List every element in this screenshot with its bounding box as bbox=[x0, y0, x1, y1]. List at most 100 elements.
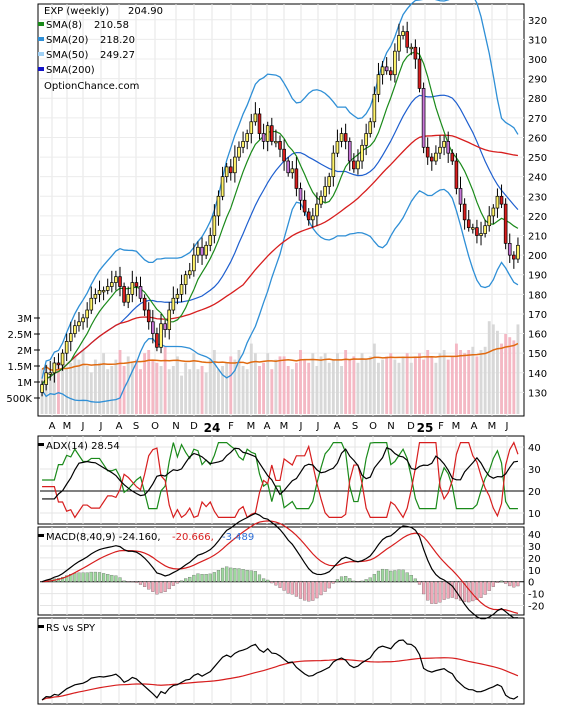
macd-histogram-bar bbox=[262, 579, 265, 582]
macd-tick-label: 40 bbox=[528, 530, 541, 541]
legend-swatch-sma8 bbox=[38, 22, 44, 26]
macd-histogram-bar bbox=[471, 582, 474, 601]
volume-bar bbox=[114, 360, 117, 414]
candle-body bbox=[270, 126, 273, 142]
candle-body bbox=[201, 247, 204, 255]
macd-histogram-bar bbox=[225, 567, 228, 582]
candle-body bbox=[492, 208, 495, 216]
x-tick-label: M bbox=[452, 421, 461, 432]
macd-histogram-bar bbox=[418, 582, 421, 585]
legend-swatch-sma200 bbox=[38, 67, 44, 71]
x-tick-label: S bbox=[352, 421, 358, 432]
legend-label-sma50: SMA(50) bbox=[46, 50, 88, 61]
volume-bar bbox=[188, 369, 191, 414]
volume-bar bbox=[311, 353, 314, 414]
candle-body bbox=[287, 161, 290, 173]
macd-tick-label: 30 bbox=[528, 542, 541, 553]
macd-histogram-bar bbox=[426, 582, 429, 601]
volume-bar bbox=[69, 363, 72, 414]
candle-body bbox=[221, 177, 224, 197]
volume-bar bbox=[98, 363, 101, 414]
price-tick-label: 210 bbox=[528, 232, 547, 243]
price-tick-label: 320 bbox=[528, 16, 547, 27]
candle-body bbox=[467, 220, 470, 228]
macd-histogram-bar bbox=[151, 582, 154, 592]
volume-bar bbox=[307, 363, 310, 414]
candle-body bbox=[78, 322, 81, 326]
candle-body bbox=[475, 228, 478, 236]
macd-histogram-bar bbox=[500, 581, 503, 582]
x-tick-label: A bbox=[116, 421, 123, 432]
candle-body bbox=[192, 255, 195, 271]
macd-histogram-bar bbox=[344, 576, 347, 581]
candle-body bbox=[496, 196, 499, 208]
candle-body bbox=[336, 141, 339, 153]
volume-bar bbox=[475, 356, 478, 414]
macd-histogram-bar bbox=[283, 582, 286, 591]
candle-body bbox=[443, 141, 446, 147]
candle-body bbox=[332, 153, 335, 177]
x-tick-label: O bbox=[151, 421, 159, 432]
price-tick-label: 200 bbox=[528, 251, 547, 262]
macd-histogram-bar bbox=[279, 582, 282, 588]
candle-body bbox=[283, 149, 286, 161]
macd-tick-label: 20 bbox=[528, 554, 541, 565]
macd-histogram-bar bbox=[242, 569, 245, 581]
macd-histogram-bar bbox=[188, 577, 191, 582]
volume-bar bbox=[164, 347, 167, 414]
volume-bar bbox=[119, 350, 122, 414]
macd-histogram-bar bbox=[303, 582, 306, 601]
macd-histogram-bar bbox=[98, 572, 101, 581]
legend-label-sma200: SMA(200) bbox=[46, 65, 95, 76]
volume-bar bbox=[94, 360, 97, 414]
volume-bar bbox=[229, 356, 232, 414]
macd-histogram-bar bbox=[82, 573, 85, 582]
candle-body bbox=[217, 196, 220, 216]
price-tick-label: 270 bbox=[528, 114, 547, 125]
candle-body bbox=[447, 141, 450, 153]
macd-histogram-bar bbox=[135, 582, 138, 583]
macd-histogram-bar bbox=[205, 574, 208, 581]
candle-body bbox=[406, 32, 409, 48]
x-tick-label: A bbox=[264, 421, 271, 432]
candle-body bbox=[69, 334, 72, 342]
price-tick-label: 280 bbox=[528, 94, 547, 105]
volume-bar bbox=[336, 353, 339, 414]
candle-body bbox=[480, 234, 483, 236]
x-tick-label: M bbox=[280, 421, 289, 432]
macd-histogram-bar bbox=[311, 582, 314, 601]
legend-value-sma50: 249.27 bbox=[100, 50, 135, 61]
candle-body bbox=[127, 294, 130, 302]
volume-tick-label: 500K bbox=[6, 394, 32, 405]
volume-bar bbox=[266, 353, 269, 414]
price-tick-label: 220 bbox=[528, 212, 547, 223]
volume-bar bbox=[246, 369, 249, 414]
volume-bar bbox=[242, 366, 245, 414]
x-tick-label: J bbox=[99, 421, 103, 432]
x-tick-label: M bbox=[63, 421, 72, 432]
macd-histogram-bar bbox=[213, 572, 216, 581]
macd-histogram-bar bbox=[160, 582, 163, 593]
volume-bar bbox=[160, 366, 163, 414]
legend-label-sma20: SMA(20) bbox=[46, 35, 88, 46]
candle-body bbox=[238, 147, 241, 157]
x-tick-label: M bbox=[488, 421, 497, 432]
macd-histogram-bar bbox=[410, 575, 413, 581]
candle-body bbox=[381, 67, 384, 75]
candle-body bbox=[320, 196, 323, 204]
macd-histogram-bar bbox=[258, 575, 261, 582]
candle-body bbox=[139, 286, 142, 298]
x-tick-label: O bbox=[369, 421, 377, 432]
macd-histogram-bar bbox=[110, 575, 113, 582]
candle-body bbox=[279, 141, 282, 149]
macd-histogram-bar bbox=[373, 574, 376, 581]
macd-histogram-bar bbox=[287, 582, 290, 594]
candle-body bbox=[430, 157, 433, 161]
x-tick-label: A bbox=[334, 421, 341, 432]
candle-body bbox=[410, 47, 413, 49]
candle-body bbox=[57, 363, 60, 365]
candle-body bbox=[168, 310, 171, 330]
volume-bar bbox=[270, 369, 273, 414]
macd-histogram-bar bbox=[402, 570, 405, 582]
x-tick-label: 24 bbox=[204, 421, 221, 435]
